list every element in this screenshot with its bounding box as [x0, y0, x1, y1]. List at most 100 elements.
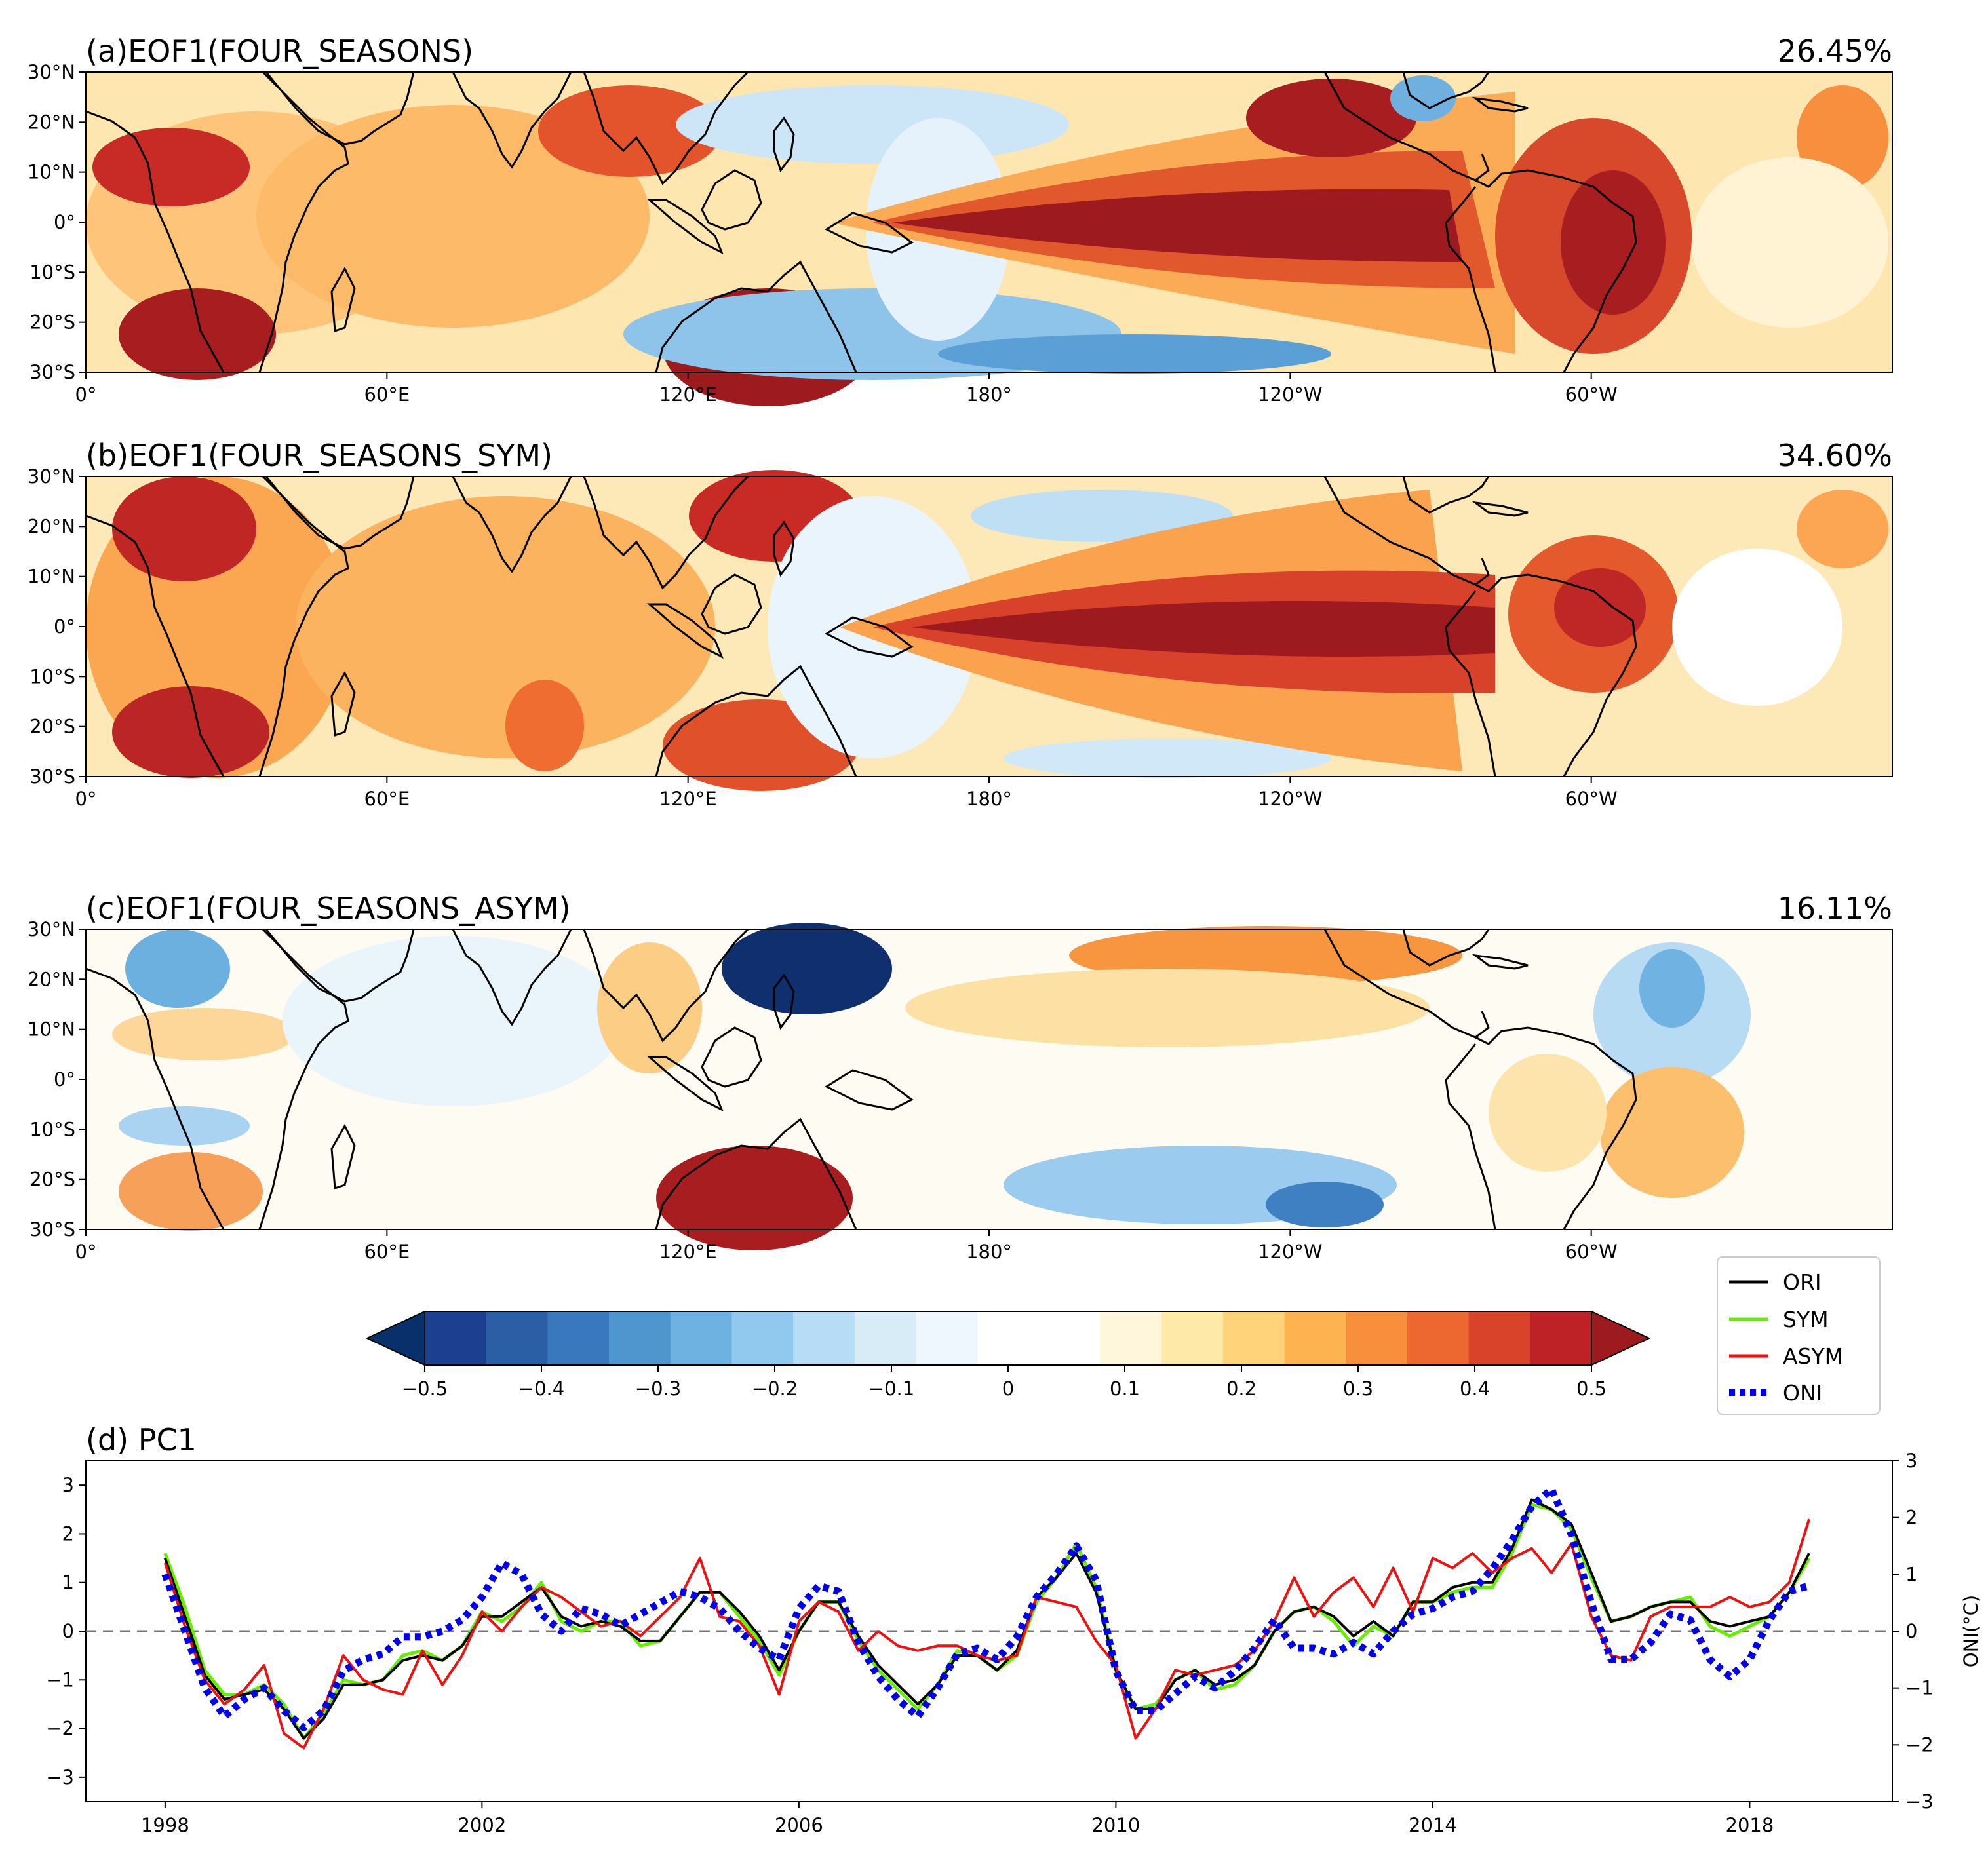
colorbar-ticks: −0.5 −0.4 −0.3 −0.2 −0.1 0 0.1 0.2 0.3 0.4 0.5 — [402, 1365, 1607, 1400]
map-panel-c: (c)EOF1(FOUR_SEASONS_ASYM) 16.11% 30°N 20… — [28, 891, 1893, 1263]
colorbar-cell — [916, 1311, 978, 1365]
pc1-x-axis: 1998 2002 2006 2010 2014 2018 — [141, 1802, 1774, 1836]
y-left-tick-label: −2 — [46, 1718, 74, 1740]
legend: ORI SYM ASYM ONI — [1717, 1256, 1881, 1415]
colorbar-extend-max — [1591, 1310, 1651, 1366]
legend-asym: ASYM — [1783, 1343, 1843, 1369]
colorbar-tick-label: 0.3 — [1343, 1378, 1373, 1400]
panel-c-variance: 16.11% — [1778, 891, 1892, 926]
pc1-title: (d) PC1 — [86, 1422, 197, 1458]
lat-tick-label: 30°N — [28, 61, 75, 83]
y-right-tick-label: 2 — [1905, 1507, 1917, 1529]
y-right-tick-label: 1 — [1905, 1563, 1917, 1585]
panel-a-variance: 26.45% — [1778, 33, 1892, 69]
pc1-y-axis-left: −3 −2 −1 0 1 2 3 — [46, 1474, 86, 1788]
pc1-y-axis-right: −3 −2 −1 0 1 2 3 — [1892, 1450, 1934, 1813]
colorbar-cell — [1407, 1311, 1470, 1365]
colorbar-tick-label: 0.4 — [1460, 1378, 1490, 1400]
colorbar-cell — [1222, 1311, 1285, 1365]
colorbar-cell — [854, 1311, 916, 1365]
lon-tick-label: 120°E — [659, 383, 717, 406]
sst-field-a — [85, 71, 1893, 406]
colorbar-tick-label: 0.5 — [1576, 1378, 1607, 1400]
lat-tick-label: 30°N — [28, 465, 75, 488]
panel-b-title: (b)EOF1(FOUR_SEASONS_SYM) — [86, 438, 553, 473]
lat-tick-label: 10°S — [29, 665, 75, 687]
colorbar-tick-label: 0.2 — [1226, 1378, 1257, 1400]
colorbar-cell — [977, 1311, 1040, 1365]
lat-axis-b: 30°N 20°N 10°N 0° 10°S 20°S 30°S — [28, 465, 86, 788]
lon-tick-label: 0° — [75, 788, 97, 810]
lon-tick-label: 120°E — [659, 1241, 717, 1263]
lon-axis-a: 0° 60°E 120°E 180° 120°W 60°W — [75, 372, 1618, 406]
colorbar-cell — [1038, 1311, 1101, 1365]
lon-tick-label: 60°W — [1565, 788, 1618, 810]
colorbar-tick-label: 0.1 — [1110, 1378, 1140, 1400]
lon-tick-label: 120°W — [1258, 1241, 1323, 1263]
y-left-tick-label: −1 — [46, 1669, 74, 1691]
colorbar-extend-min — [365, 1310, 425, 1366]
oni-axis-label: ONI(°C) — [1960, 1595, 1982, 1667]
lon-tick-label: 60°E — [364, 1241, 410, 1263]
lon-tick-label: 120°W — [1258, 788, 1323, 810]
lat-tick-label: 10°S — [29, 1118, 75, 1140]
lat-tick-label: 10°N — [28, 566, 75, 588]
lon-axis-b: 0° 60°E 120°E 180° 120°W 60°W — [75, 777, 1618, 810]
lat-tick-label: 30°S — [29, 765, 75, 788]
lat-tick-label: 20°N — [28, 968, 75, 990]
y-left-tick-label: 2 — [62, 1522, 74, 1545]
lon-tick-label: 60°E — [364, 788, 410, 810]
lat-axis-a: 30°N 20°N 10°N 0° 10°S 20°S 30°S — [28, 61, 86, 383]
colorbar-cell — [1468, 1311, 1530, 1365]
colorbar-cell — [1530, 1311, 1592, 1365]
colorbar-tick-label: −0.1 — [868, 1378, 914, 1400]
x-tick-label: 2014 — [1409, 1814, 1457, 1836]
y-left-tick-label: 0 — [62, 1620, 74, 1642]
lon-tick-label: 60°W — [1565, 1241, 1618, 1263]
colorbar-cell — [731, 1311, 794, 1365]
panel-b-variance: 34.60% — [1778, 438, 1892, 473]
y-right-tick-label: −1 — [1905, 1677, 1934, 1699]
colorbar-cell — [425, 1311, 487, 1365]
colorbar: −0.5 −0.4 −0.3 −0.2 −0.1 0 0.1 0.2 0.3 0.4 0.5 — [365, 1310, 1651, 1400]
lat-tick-label: 0° — [54, 1068, 75, 1091]
y-right-tick-label: −3 — [1905, 1790, 1934, 1813]
lat-tick-label: 0° — [54, 615, 75, 638]
y-right-tick-label: 3 — [1905, 1450, 1917, 1472]
x-tick-label: 2002 — [458, 1814, 506, 1836]
lat-tick-label: 20°N — [28, 111, 75, 133]
series-line-oni — [161, 1485, 1810, 1731]
lon-tick-label: 0° — [75, 383, 97, 406]
y-left-tick-label: −3 — [46, 1766, 74, 1788]
lon-tick-label: 60°W — [1565, 383, 1618, 406]
map-panel-a: (a)EOF1(FOUR_SEASONS) 26.45% — [28, 33, 1893, 406]
legend-sym: SYM — [1783, 1307, 1829, 1332]
colorbar-cell — [793, 1311, 855, 1365]
lat-tick-label: 20°S — [29, 311, 75, 334]
colorbar-tick-label: −0.2 — [752, 1378, 798, 1400]
colorbar-cell — [609, 1311, 671, 1365]
lat-tick-label: 0° — [54, 211, 75, 233]
lat-tick-label: 10°S — [29, 261, 75, 283]
lon-tick-label: 0° — [75, 1241, 97, 1263]
lon-tick-label: 180° — [966, 788, 1012, 810]
x-tick-label: 2010 — [1091, 1814, 1140, 1836]
colorbar-cell — [1346, 1311, 1408, 1365]
series-line-asym — [163, 1518, 1811, 1750]
colorbar-cells — [365, 1310, 1651, 1366]
y-left-tick-label: 1 — [62, 1572, 74, 1594]
colorbar-cell — [486, 1311, 548, 1365]
colorbar-tick-label: 0 — [1002, 1378, 1014, 1400]
colorbar-tick-label: −0.5 — [402, 1378, 448, 1400]
panel-c-title: (c)EOF1(FOUR_SEASONS_ASYM) — [86, 891, 571, 926]
x-tick-label: 2006 — [775, 1814, 823, 1836]
sst-field-c — [85, 923, 1893, 1250]
x-tick-label: 2018 — [1726, 1814, 1774, 1836]
lat-tick-label: 20°S — [29, 1168, 75, 1191]
colorbar-tick-label: −0.4 — [518, 1378, 564, 1400]
lat-tick-label: 30°S — [29, 361, 75, 383]
lat-tick-label: 20°N — [28, 515, 75, 537]
colorbar-cell — [670, 1311, 732, 1365]
lon-tick-label: 120°E — [659, 788, 717, 810]
y-right-tick-label: 0 — [1905, 1620, 1917, 1642]
